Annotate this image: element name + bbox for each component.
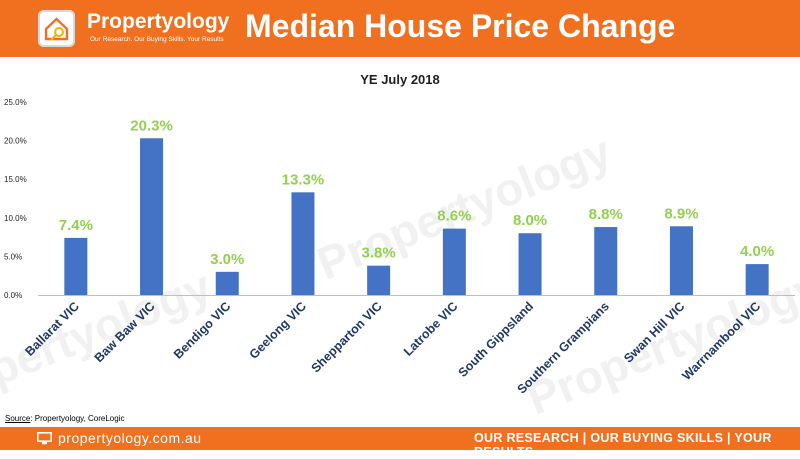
y-tick-label: 20.0%	[4, 137, 27, 146]
data-label: 20.3%	[130, 117, 173, 134]
bar	[669, 226, 693, 295]
logo	[38, 10, 75, 47]
y-tick-label: 25.0%	[4, 98, 27, 107]
chart-title: YE July 2018	[360, 72, 440, 87]
monitor-icon	[37, 432, 52, 445]
x-tick-label: Latrobe VIC	[401, 299, 461, 359]
bar	[367, 265, 391, 295]
source-note: Source: Propertyology, CoreLogic	[5, 414, 124, 423]
bar	[518, 233, 542, 295]
bar	[140, 138, 164, 295]
bar	[594, 227, 618, 295]
page-title: Median House Price Change	[245, 8, 676, 44]
data-label: 8.9%	[664, 205, 698, 222]
y-tick-label: 15.0%	[4, 175, 27, 184]
brand-tagline: Our Research. Our Buying Skills. Your Re…	[90, 36, 224, 43]
bar	[215, 271, 239, 295]
y-tick-label: 10.0%	[4, 214, 27, 223]
bar-chart: PropertyologyPropertyologyPropertyologyY…	[0, 72, 800, 414]
data-label: 7.4%	[59, 217, 93, 234]
header-banner: Propertyology Our Research. Our Buying S…	[0, 0, 800, 57]
brand-name: Propertyology	[87, 10, 230, 33]
x-tick-label: Geelong VIC	[247, 299, 309, 361]
y-tick-label: 0.0%	[4, 291, 22, 300]
bar	[291, 192, 315, 295]
data-label: 3.8%	[362, 245, 396, 262]
house-icon	[44, 17, 69, 41]
footer-slogan: OUR RESEARCH | OUR BUYING SKILLS | YOUR …	[474, 431, 772, 459]
data-label: 8.6%	[437, 208, 471, 225]
y-tick-label: 5.0%	[4, 252, 22, 261]
data-label: 3.0%	[210, 251, 244, 268]
data-label: 8.8%	[589, 206, 623, 223]
x-tick-label: South Gippsland	[456, 299, 537, 380]
x-tick-label: Shepparton VIC	[309, 299, 385, 375]
source-label: Source	[5, 414, 31, 423]
data-label: 4.0%	[740, 243, 774, 260]
data-label: 8.0%	[513, 212, 547, 229]
source-text: : Propertyology, CoreLogic	[30, 414, 125, 423]
data-label: 13.3%	[282, 171, 325, 188]
bar	[442, 228, 466, 295]
footer-website-link[interactable]: propertyology.com.au	[58, 430, 202, 446]
footer-banner: propertyology.com.au OUR RESEARCH | OUR …	[0, 427, 800, 459]
bar	[64, 237, 88, 295]
bar	[745, 264, 769, 295]
